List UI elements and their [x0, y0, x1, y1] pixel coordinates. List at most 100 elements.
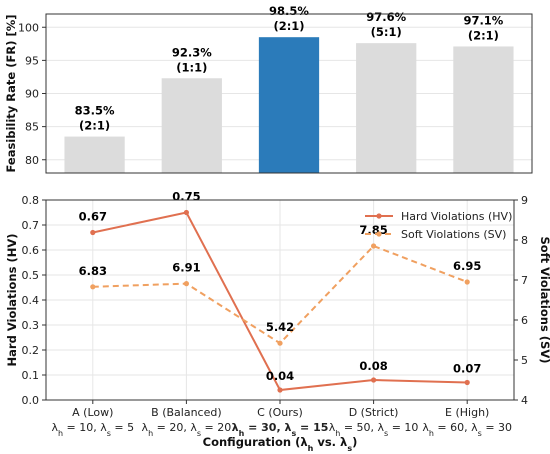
- right-y-tick-label: 4: [521, 394, 528, 407]
- line-chart-series: [90, 209, 470, 393]
- x-tick-sublabel-sub2: s: [384, 429, 388, 438]
- legend-swatch-marker: [376, 213, 382, 219]
- legend-entry: Soft Violations (SV): [401, 228, 506, 241]
- bar-2: [161, 78, 222, 173]
- right-y-tick-label: 5: [521, 354, 528, 367]
- point-value-label: 7.85: [359, 223, 387, 237]
- line-chart-legend: Hard Violations (HV) Soft Violations (SV): [365, 210, 512, 241]
- bar-value-label: 92.3%: [172, 45, 212, 59]
- point-value-label: 0.07: [453, 362, 481, 376]
- right-y-tick-label: 8: [521, 234, 528, 247]
- line-chart-right-y-ticks: 4 5 6 7 8 9: [514, 194, 528, 407]
- x-axis-title-post: ): [352, 435, 357, 449]
- x-tick-sublabel-sub2: s: [197, 429, 201, 438]
- legend-swatch-marker: [376, 231, 382, 237]
- line-chart-panel: 0.0 0.1 0.2 0.3 0.4 0.5 0.6 0.7 0.8 4 5 6 7 8 9 A (Lo…: [5, 190, 550, 453]
- legend-entry: Hard Violations (HV): [401, 210, 512, 223]
- x-tick-sublabel-mid: = 20, λ: [153, 421, 197, 434]
- x-tick-sublabel: λh = 50, λs = 10: [329, 421, 419, 438]
- left-y-tick-label: 0.4: [22, 294, 40, 307]
- bar-y-tick-label: 100: [18, 21, 39, 34]
- x-tick-label: A (Low): [72, 406, 113, 419]
- line-chart-right-y-label: Soft Violations (SV): [538, 237, 550, 364]
- bar-ratio-label: (2:1): [468, 28, 499, 42]
- right-y-tick-label: 7: [521, 274, 528, 287]
- point-value-label: 6.83: [79, 264, 107, 278]
- line-chart-data-labels: 0.67 0.75 0.04 0.08 0.07 6.83 6.91 5.42 7.85 6.95: [79, 190, 482, 384]
- x-tick-sublabel-mid: = 50, λ: [340, 421, 384, 434]
- bar-y-tick-label: 95: [25, 54, 39, 67]
- bar-y-tick-label: 85: [25, 121, 39, 134]
- bar-ratio-label: (1:1): [176, 60, 207, 74]
- right-y-tick-label: 9: [521, 194, 528, 207]
- x-tick-label: C (Ours): [257, 406, 303, 419]
- x-tick-sublabel-sub1: h: [429, 429, 434, 438]
- series-point: [371, 377, 377, 383]
- left-y-tick-label: 0.0: [22, 394, 40, 407]
- x-tick-label: B (Balanced): [151, 406, 221, 419]
- point-value-label: 0.67: [79, 210, 107, 224]
- right-y-tick-label: 6: [521, 314, 528, 327]
- x-tick-sublabel-mid: = 60, λ: [434, 421, 478, 434]
- x-tick-sublabel-post: = 15: [296, 421, 328, 434]
- x-tick-sublabel-pre: λ: [329, 421, 336, 434]
- bar-ratio-label: (5:1): [371, 25, 402, 39]
- x-tick-label: E (High): [445, 406, 489, 419]
- point-value-label: 0.08: [359, 359, 387, 373]
- bar-y-tick-label: 80: [25, 154, 39, 167]
- series-point: [464, 379, 470, 386]
- x-tick-sublabel-pre: λ: [232, 421, 239, 434]
- x-tick-sublabel: λh = 20, λs = 20: [142, 421, 232, 438]
- line-chart-left-y-label: Hard Violations (HV): [5, 234, 19, 367]
- bar-ratio-label: (2:1): [273, 19, 304, 33]
- x-tick-sublabel-sub1: h: [239, 429, 245, 438]
- x-tick-sublabel: λh = 10, λs = 5: [51, 421, 134, 438]
- bar-value-label: 83.5%: [75, 104, 115, 118]
- x-tick-sublabel-mid: = 10, λ: [63, 421, 107, 434]
- point-value-label: 6.91: [172, 261, 200, 275]
- x-axis-title-pre: Configuration (λ: [203, 435, 308, 449]
- x-tick-sublabel-pre: λ: [51, 421, 58, 434]
- x-tick-sublabel-post: = 20: [201, 421, 231, 434]
- series-point: [183, 209, 189, 216]
- bar-1: [64, 136, 125, 173]
- left-y-tick-label: 0.3: [22, 319, 40, 332]
- x-tick-sublabel-sub1: h: [148, 429, 153, 438]
- left-y-tick-label: 0.6: [22, 244, 40, 257]
- bar-value-label: 98.5%: [269, 4, 309, 18]
- series-point: [90, 284, 96, 290]
- bar-value-label: 97.1%: [463, 13, 503, 27]
- series-point: [277, 387, 283, 393]
- x-axis-title: Configuration (λh vs. λs): [203, 435, 358, 453]
- x-tick-sublabel-sub1: h: [58, 429, 63, 438]
- series-point: [183, 281, 189, 287]
- left-y-tick-label: 0.2: [22, 344, 40, 357]
- point-value-label: 0.75: [172, 190, 200, 204]
- line-chart-frame: [45, 199, 515, 401]
- x-tick-sublabel-pre: λ: [422, 421, 429, 434]
- bar-value-label: 97.6%: [366, 10, 406, 24]
- bar-chart-frame: [45, 13, 533, 174]
- series-point: [90, 229, 96, 236]
- x-tick-sublabel-sub2: s: [291, 429, 296, 438]
- x-tick-sublabel-post: = 5: [111, 421, 134, 434]
- bar-chart-bars: [64, 37, 514, 174]
- x-tick-sublabel: λh = 60, λs = 30: [422, 421, 512, 438]
- bar-chart-y-label: Feasibility Rate (FR) [%]: [4, 15, 18, 173]
- x-tick-sublabel: λh = 30, λs = 15: [232, 421, 329, 438]
- bar-4: [356, 43, 417, 174]
- line-chart-x-ticks: A (Low)λh = 10, λs = 5B (Balanced)λh = 2…: [51, 400, 512, 438]
- x-tick-sublabel-mid: = 30, λ: [244, 421, 291, 434]
- bar-y-tick-label: 90: [25, 88, 39, 101]
- bar-chart-y-ticks: 80 85 90 95 100: [18, 21, 46, 167]
- x-axis-title-sub2: s: [347, 444, 352, 453]
- left-y-tick-label: 0.1: [22, 369, 40, 382]
- bar-3: [258, 37, 320, 173]
- point-value-label: 0.04: [266, 369, 294, 383]
- series-point: [277, 340, 283, 346]
- x-tick-sublabel-pre: λ: [142, 421, 149, 434]
- series-point: [371, 243, 377, 249]
- point-value-label: 6.95: [453, 259, 481, 273]
